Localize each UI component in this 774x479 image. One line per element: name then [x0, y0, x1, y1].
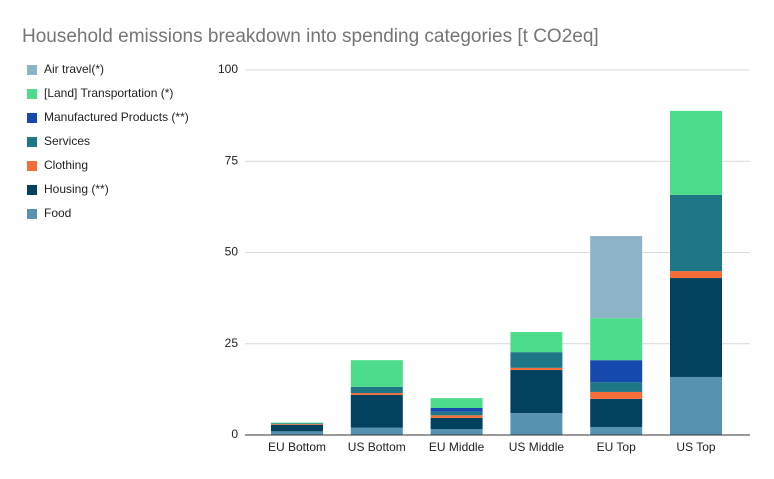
legend-swatch: [27, 65, 37, 75]
legend-label: Housing (**): [44, 182, 109, 196]
y-tick-label: 0: [231, 427, 238, 441]
legend-swatch: [27, 185, 37, 195]
bar-segment: [430, 417, 483, 430]
bar-segment: [670, 110, 722, 195]
bar-segment: [510, 413, 563, 435]
bar-segment: [670, 194, 722, 272]
legend-label: Food: [44, 206, 71, 220]
bar-segment: [271, 424, 323, 425]
bar-segment: [350, 386, 403, 394]
bar-segment: [590, 382, 643, 392]
bar-segment: [350, 393, 403, 395]
bar-segment: [350, 360, 403, 387]
bar-segment: [590, 391, 643, 399]
bar-segment: [590, 318, 643, 361]
bar-segment: [670, 271, 722, 279]
legend-label: Services: [44, 134, 90, 148]
chart-title: Household emissions breakdown into spend…: [22, 26, 599, 47]
bar-segment: [590, 426, 643, 435]
x-tick-label: EU Top: [597, 440, 636, 454]
legend-swatch: [27, 209, 37, 219]
bar-segment: [590, 236, 643, 319]
bar-segment: [670, 278, 722, 377]
bar-segment: [430, 411, 483, 416]
bar-segment: [430, 415, 483, 418]
bar-segment: [271, 431, 323, 435]
bar-segment: [430, 429, 483, 435]
bar-segment: [590, 360, 643, 383]
bar-segment: [590, 398, 643, 427]
bar-segment: [510, 352, 563, 368]
x-tick-label: US Middle: [509, 440, 565, 454]
bar-segment: [271, 422, 323, 424]
legend-swatch: [27, 89, 37, 99]
legend-swatch: [27, 113, 37, 123]
bar-segment: [510, 367, 563, 371]
legend-label: Clothing: [44, 158, 88, 172]
legend-label: Air travel(*): [44, 62, 104, 76]
bar-segment: [430, 407, 483, 412]
y-tick-label: 25: [225, 336, 239, 350]
bar-segment: [350, 427, 403, 435]
x-tick-label: US Bottom: [348, 440, 406, 454]
legend-label: [Land] Transportation (*): [44, 86, 173, 100]
y-tick-label: 100: [218, 62, 238, 76]
legend-label: Manufactured Products (**): [44, 110, 189, 124]
x-tick-label: EU Middle: [429, 440, 485, 454]
bar-segment: [430, 398, 483, 408]
x-tick-label: EU Bottom: [268, 440, 326, 454]
bar-segment: [670, 376, 722, 435]
bar-segment: [271, 424, 323, 432]
legend-swatch: [27, 137, 37, 147]
bar-segment: [350, 394, 403, 428]
bar-segment: [271, 423, 323, 425]
bar-segment: [510, 370, 563, 414]
y-tick-label: 50: [225, 245, 239, 259]
y-tick-label: 75: [225, 153, 239, 167]
legend-swatch: [27, 161, 37, 171]
bar-segment: [510, 332, 563, 353]
x-tick-label: US Top: [676, 440, 715, 454]
